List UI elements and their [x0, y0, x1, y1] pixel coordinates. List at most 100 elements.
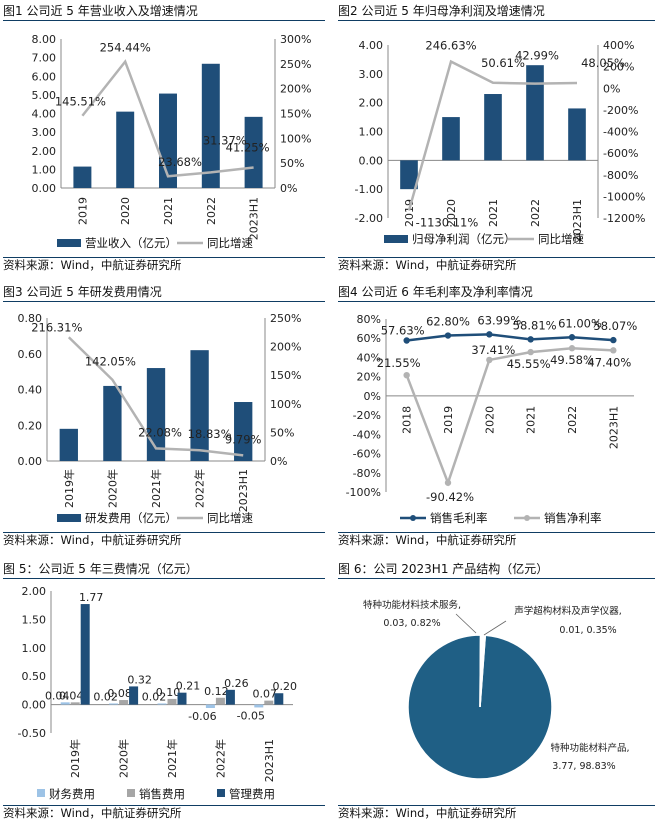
left-tick-label: 0.00	[359, 154, 384, 167]
net-margin-point	[527, 348, 534, 356]
category-label: 2022	[566, 406, 579, 434]
legend-label: 销售毛利率	[430, 511, 488, 525]
bar	[400, 160, 418, 190]
data-label: 0.07	[253, 688, 278, 701]
gross-margin-point	[403, 337, 410, 344]
y-tick-label: 20%	[357, 371, 381, 384]
left-tick-label: 3.00	[32, 126, 57, 139]
bar	[146, 368, 166, 461]
growth-data-label: 246.63%	[425, 39, 476, 53]
y-tick-label: 0.50	[22, 670, 47, 683]
right-tick-label: 300%	[280, 33, 311, 46]
legend-swatch	[217, 789, 225, 797]
gross-margin-point	[610, 336, 617, 344]
legend-line-label: 同比增速	[207, 511, 253, 525]
growth-data-label: 42.99%	[515, 49, 559, 63]
data-label: 0.04	[59, 689, 84, 702]
data-label: 0.02	[142, 690, 167, 703]
growth-data-label: 145.51%	[55, 95, 106, 109]
revenue-chart: 0.00 1.00 2.00 3.00 4.00 5.00 6.00 7.00 8.00 0% 50…	[32, 33, 312, 250]
category-label: 2021年	[165, 739, 179, 778]
right-tick-label: 50%	[270, 426, 294, 439]
right-tick-label: -600%	[603, 147, 638, 160]
growth-data-label: 48.05%	[581, 56, 625, 70]
y-tick-label: 1.00	[22, 642, 47, 655]
chart-title: 图 5：公司近 5 年三费情况（亿元）	[3, 561, 325, 579]
legend-swatch	[127, 789, 135, 797]
growth-data-label: 50.61%	[481, 56, 525, 70]
data-label: 0.12	[204, 685, 229, 698]
net-margin-point	[568, 345, 576, 352]
data-label: 0.32	[127, 673, 152, 686]
bar	[177, 692, 187, 705]
right-tick-label: 200%	[280, 83, 311, 96]
source-note: 资料来源：Wind，中航证券研究所	[338, 532, 655, 548]
right-tick-label: 150%	[270, 369, 301, 382]
chart-panel-margins: 图4 公司近 6 年毛利率及净利率情况 -100% -80% -60% -40% -20…	[338, 284, 655, 552]
bar	[119, 700, 129, 705]
bar	[526, 65, 544, 161]
bar	[442, 117, 460, 161]
bar	[264, 700, 274, 705]
legend-label: 财务费用	[49, 787, 95, 801]
category-label: 2021	[162, 197, 175, 225]
y-tick-label: 60%	[357, 332, 381, 345]
data-label: 0.20	[273, 680, 298, 693]
gross-margin-data-label: 62.80%	[426, 315, 470, 329]
legend-line-label: 同比增速	[538, 232, 584, 246]
right-tick-label: 100%	[280, 132, 311, 145]
left-tick-label: 7.00	[32, 52, 57, 65]
category-label: 2023H1	[263, 739, 276, 782]
pie-value-label: 0.01, 0.35%	[559, 625, 616, 636]
net-margin-data-label: 47.40%	[587, 355, 631, 369]
category-label: 2021	[487, 199, 500, 227]
y-tick-label: -0.50	[18, 727, 46, 740]
category-label: 2019年	[62, 469, 76, 508]
left-tick-label: 1.00	[359, 126, 384, 139]
gross-margin-data-label: 63.99%	[477, 313, 521, 327]
bar	[484, 94, 502, 161]
bar	[80, 604, 90, 705]
category-label: 2022年	[193, 469, 207, 508]
left-tick-label: 8.00	[32, 33, 57, 46]
y-tick-label: 40%	[357, 351, 381, 364]
source-note: 资料来源：Wind，中航证券研究所	[3, 257, 325, 273]
right-tick-label: 100%	[270, 398, 301, 411]
y-tick-label: -80%	[353, 467, 381, 480]
y-tick-label: 0.00	[22, 699, 47, 712]
net-margin-data-label: 45.55%	[507, 357, 551, 371]
gross-margin-data-label: 58.07%	[593, 319, 637, 333]
right-tick-label: 0%	[270, 455, 287, 468]
bar	[60, 702, 70, 705]
pie-label: 特种功能材料产品,	[550, 742, 629, 754]
left-tick-label: 0.00	[18, 455, 43, 468]
source-note: 资料来源：Wind，中航证券研究所	[338, 257, 655, 273]
legend-bar-label: 营业收入（亿元）	[85, 236, 177, 250]
bar	[157, 703, 167, 705]
chart-title: 图 6：公司 2023H1 产品结构（亿元）	[338, 561, 655, 579]
rd-expense-chart: 0.00 0.20 0.40 0.60 0.80 0% 50% 100% 150% 200% 250…	[18, 312, 302, 525]
right-tick-label: 150%	[280, 108, 311, 121]
legend-label: 销售净利率	[544, 511, 602, 525]
left-tick-label: -2.00	[355, 212, 383, 225]
category-label: 2020	[445, 199, 458, 227]
net-margin-data-label: 49.58%	[550, 353, 594, 367]
left-tick-label: 0.60	[18, 348, 43, 361]
data-label: 0.04	[45, 689, 70, 702]
bar	[254, 704, 264, 708]
category-label: 2020	[483, 406, 496, 434]
category-label: 2021年	[149, 469, 163, 508]
right-tick-label: -1000%	[603, 190, 645, 203]
net-margin-point	[486, 356, 493, 364]
left-tick-label: 1.00	[32, 163, 57, 176]
data-label: 0.02	[93, 690, 118, 703]
left-tick-label: 6.00	[32, 70, 57, 83]
growth-data-label: 142.05%	[85, 355, 136, 369]
margin-chart: -100% -80% -60% -40% -20% 0% 20% 40% 60% 80% 2018 2…	[346, 313, 638, 525]
category-label: 2019	[442, 406, 455, 434]
pie-label: 声学超构材料及声学仪器,	[514, 605, 622, 617]
chart-title: 图4 公司近 6 年毛利率及净利率情况	[338, 284, 655, 302]
category-label: 2023H1	[571, 199, 584, 242]
category-label: 2019	[76, 197, 89, 225]
product-pie-chart: 特种功能材料技术服务, 0.03, 0.82% 声学超构材料及声学仪器, 0.01, …	[363, 599, 630, 780]
